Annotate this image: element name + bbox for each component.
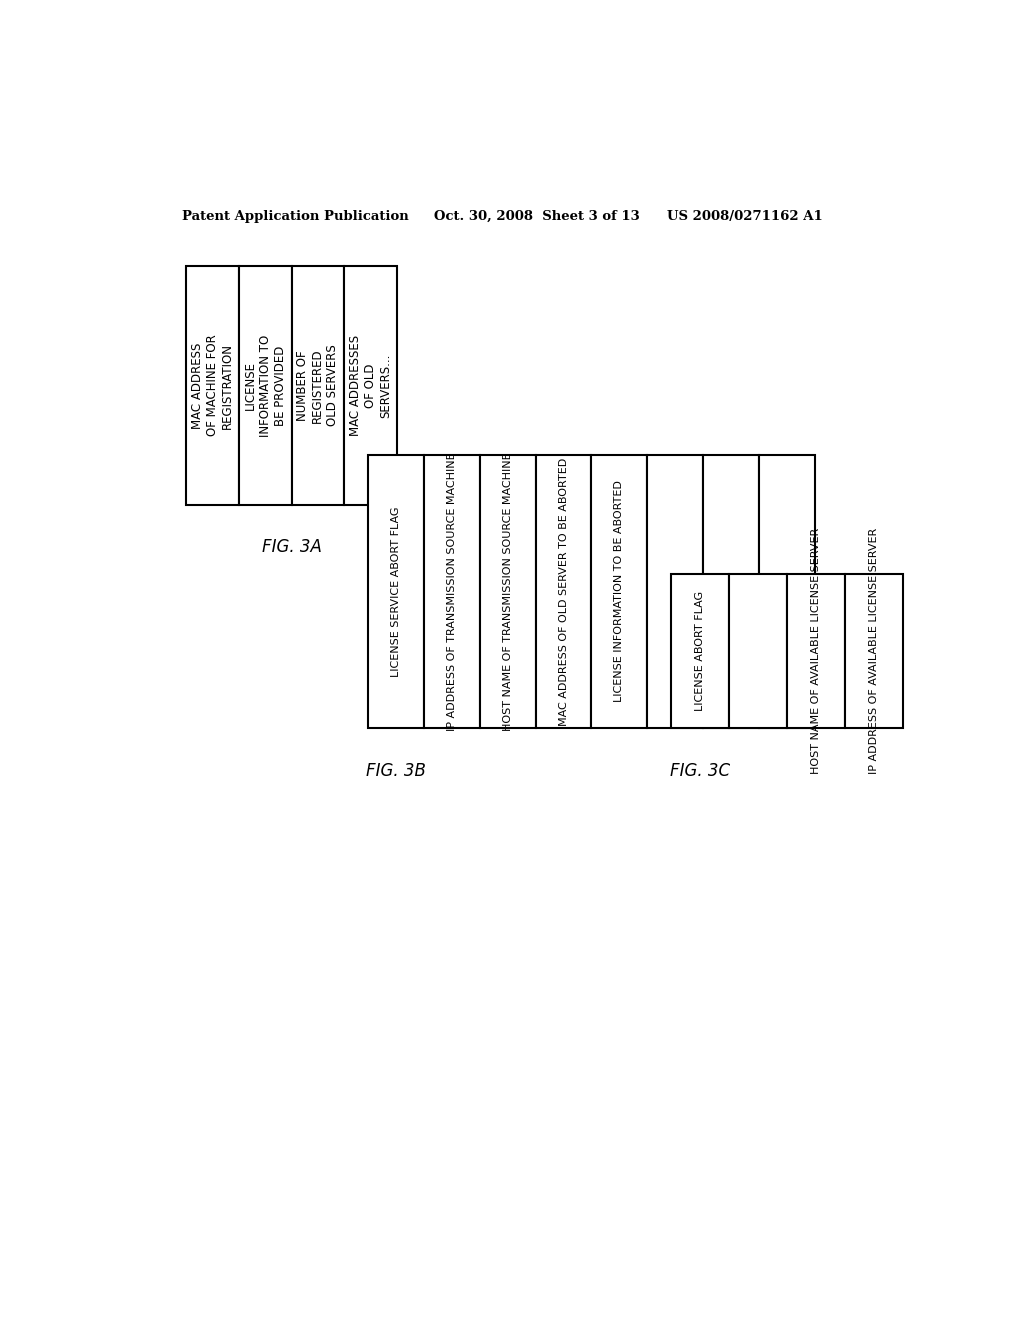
Bar xyxy=(239,267,292,506)
Text: Patent Application Publication: Patent Application Publication xyxy=(182,210,409,223)
Bar xyxy=(671,574,729,729)
Text: LICENSE
INFORMATION TO
BE PROVIDED: LICENSE INFORMATION TO BE PROVIDED xyxy=(244,334,287,437)
Text: MAC ADDRESS OF OLD SERVER TO BE ABORTED: MAC ADDRESS OF OLD SERVER TO BE ABORTED xyxy=(558,458,568,726)
Text: HOST NAME OF TRANSMISSION SOURCE MACHINE: HOST NAME OF TRANSMISSION SOURCE MACHINE xyxy=(503,453,513,731)
Text: LICENSE INFORMATION TO BE ABORTED: LICENSE INFORMATION TO BE ABORTED xyxy=(614,480,625,702)
Text: FIG. 3C: FIG. 3C xyxy=(670,762,730,780)
Text: LICENSE SERVICE ABORT FLAG: LICENSE SERVICE ABORT FLAG xyxy=(391,507,401,677)
Bar xyxy=(845,574,903,729)
Text: IP ADDRESS OF AVAILABLE LICENSE SERVER: IP ADDRESS OF AVAILABLE LICENSE SERVER xyxy=(869,528,879,775)
Text: MAC ADDRESSES
OF OLD
SERVERS...: MAC ADDRESSES OF OLD SERVERS... xyxy=(349,335,392,436)
Text: IP ADDRESS OF TRANSMISSION SOURCE MACHINE: IP ADDRESS OF TRANSMISSION SOURCE MACHIN… xyxy=(446,453,457,731)
Bar xyxy=(592,455,647,729)
Bar xyxy=(759,455,815,729)
Bar xyxy=(344,267,397,506)
Text: Oct. 30, 2008  Sheet 3 of 13: Oct. 30, 2008 Sheet 3 of 13 xyxy=(434,210,640,223)
Text: HOST NAME OF AVAILABLE LICENSE SERVER: HOST NAME OF AVAILABLE LICENSE SERVER xyxy=(811,528,821,775)
Bar xyxy=(369,455,424,729)
Bar xyxy=(186,267,239,506)
Bar xyxy=(647,455,703,729)
Bar xyxy=(536,455,592,729)
Text: MAC ADDRESS
OF MACHINE FOR
REGISTRATION: MAC ADDRESS OF MACHINE FOR REGISTRATION xyxy=(190,335,233,437)
Bar xyxy=(786,574,845,729)
Text: LICENSE ABORT FLAG: LICENSE ABORT FLAG xyxy=(694,591,705,711)
Text: FIG. 3B: FIG. 3B xyxy=(367,762,426,780)
Bar xyxy=(703,455,759,729)
Text: NUMBER OF
REGISTERED
OLD SERVERS: NUMBER OF REGISTERED OLD SERVERS xyxy=(296,345,339,426)
Bar xyxy=(729,574,786,729)
Text: FIG. 3A: FIG. 3A xyxy=(261,539,322,556)
Bar xyxy=(292,267,344,506)
Text: US 2008/0271162 A1: US 2008/0271162 A1 xyxy=(667,210,822,223)
Bar xyxy=(424,455,480,729)
Bar xyxy=(480,455,536,729)
